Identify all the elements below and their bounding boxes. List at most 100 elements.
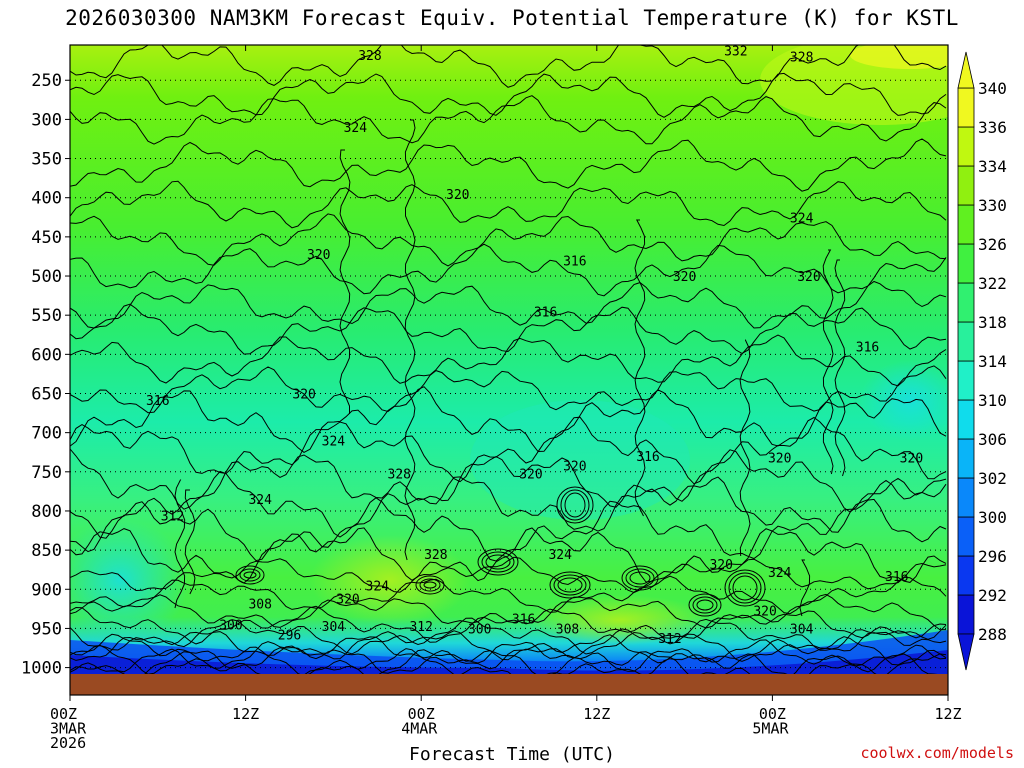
- colorbar-band: [957, 204, 975, 245]
- contour-label: 312: [658, 632, 681, 647]
- colorbar-band: [957, 555, 975, 596]
- colorbar-band: [957, 243, 975, 284]
- contour-closed: [564, 492, 586, 518]
- contour-lines: [70, 45, 947, 686]
- contour-streak: [184, 489, 196, 595]
- contour-line: [70, 556, 947, 594]
- contour-label: 308: [556, 622, 579, 637]
- colorbar-label: 292: [978, 586, 1007, 605]
- contour-closed: [243, 571, 257, 579]
- contour-label: 316: [512, 612, 535, 627]
- colorbar-band: [957, 594, 975, 635]
- contour-label: 328: [358, 49, 381, 64]
- y-tick-label: 800: [31, 502, 62, 522]
- contour-closed: [235, 565, 265, 585]
- y-tick-label: 600: [31, 345, 62, 365]
- colorbar-band: [957, 516, 975, 557]
- x-tick-label: 3MAR: [50, 720, 87, 738]
- colorbar-band: [957, 399, 975, 440]
- contour-label: 320: [797, 270, 820, 285]
- contour-label: 320: [768, 452, 791, 467]
- contour-closed: [419, 578, 441, 592]
- colorbar-label: 300: [978, 508, 1007, 527]
- colorbar-label: 302: [978, 469, 1007, 488]
- y-tick-label: 850: [31, 541, 62, 561]
- contour-line: [70, 633, 947, 670]
- contour-line: [70, 628, 947, 662]
- x-tick-label: 12Z: [583, 705, 610, 723]
- contour-label: 320: [446, 188, 469, 203]
- contour-closed: [556, 486, 594, 524]
- colorbar-band: [957, 165, 975, 206]
- x-tick-label: 12Z: [232, 705, 259, 723]
- y-tick-label: 350: [31, 150, 62, 170]
- colorbar-label: 318: [978, 313, 1007, 332]
- y-tick-label: 650: [31, 384, 62, 404]
- x-tick-label: 00Z: [408, 705, 435, 723]
- contour-label: 320: [336, 593, 359, 608]
- contour-closed: [732, 575, 758, 601]
- y-tick-label: 250: [31, 71, 62, 91]
- contour-line: [70, 138, 947, 192]
- y-tick-label: 500: [31, 267, 62, 287]
- contour-line: [70, 95, 947, 145]
- y-tick-label: 1000: [21, 659, 62, 679]
- contour-label: 320: [519, 467, 542, 482]
- y-tick-label: 450: [31, 228, 62, 248]
- y-tick-label: 700: [31, 424, 62, 444]
- colorbar-label: 326: [978, 235, 1007, 254]
- contour-label: 316: [563, 254, 586, 269]
- colorbar-band: [957, 87, 975, 128]
- colorbar-bottom-arrow: [957, 633, 975, 671]
- contour-label: 328: [790, 51, 813, 66]
- contour-streak: [822, 249, 834, 475]
- contour-label: 312: [409, 620, 432, 635]
- x-tick-label: 12Z: [934, 705, 961, 723]
- contour-streak: [799, 559, 811, 617]
- contour-closed: [477, 548, 519, 576]
- contour-line: [70, 605, 947, 645]
- contour-label: 316: [146, 394, 169, 409]
- y-tick-label: 900: [31, 580, 62, 600]
- contour-line: [70, 617, 947, 655]
- site-credit: coolwx.com/models: [860, 744, 1014, 762]
- contour-label: 320: [673, 270, 696, 285]
- colorbar-label: 336: [978, 118, 1007, 137]
- contour-label: 320: [753, 604, 776, 619]
- contour-label: 320: [292, 387, 315, 402]
- contour-label: 316: [856, 341, 879, 356]
- colorbar-label: 296: [978, 547, 1007, 566]
- plot-area: 328 332 328 324 320 324 320 316 320 320 316 316 316 3…: [69, 44, 949, 696]
- contour-labels: 328 332 328 324 320 324 320 316 320 320 316 316 316 3…: [146, 44, 923, 646]
- contour-label: 324: [768, 566, 792, 581]
- contour-label: 324: [322, 434, 346, 449]
- contour-closed: [692, 596, 718, 614]
- contour-label: 324: [366, 579, 390, 594]
- contour-streak: [174, 479, 186, 609]
- contour-line: [70, 334, 947, 387]
- contour-label: 300: [219, 619, 242, 634]
- y-tick-label: 950: [31, 619, 62, 639]
- contour-closed: [621, 565, 659, 591]
- contour-streak: [634, 219, 646, 517]
- contour-line: [70, 639, 947, 678]
- contour-label: 324: [248, 493, 272, 508]
- colorbar-label: 314: [978, 352, 1007, 371]
- contour-label: 324: [548, 548, 572, 563]
- colorbar-band: [957, 360, 975, 401]
- contour-label: 296: [278, 629, 301, 644]
- contour-line: [70, 45, 947, 88]
- contour-label: 320: [307, 248, 330, 263]
- colorbar-label: 334: [978, 157, 1007, 176]
- colorbar-band: [957, 321, 975, 362]
- contour-label: 304: [790, 622, 814, 637]
- contour-label: 332: [724, 44, 747, 59]
- colorbar-band: [957, 477, 975, 518]
- contour-label: 300: [468, 622, 491, 637]
- contour-line: [70, 470, 947, 539]
- contour-streak: [834, 259, 846, 477]
- contour-label: 320: [563, 460, 586, 475]
- x-axis-label: Forecast Time (UTC): [409, 744, 615, 765]
- contour-label: 316: [636, 450, 659, 465]
